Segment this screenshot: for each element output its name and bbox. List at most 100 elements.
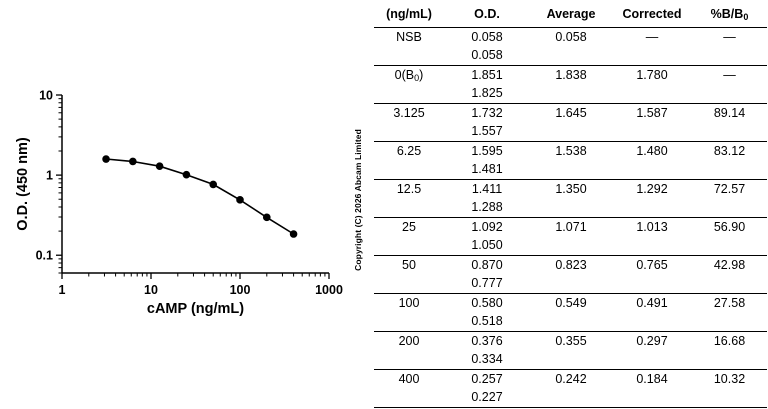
data-point — [129, 157, 137, 166]
cell-od: 1.411 1.288 — [444, 179, 530, 218]
header-od: O.D. — [444, 0, 530, 28]
od-replicate: 0.334 — [471, 352, 503, 366]
concentration-suffix: ) — [419, 68, 424, 82]
concentration-text: NSB — [396, 30, 422, 44]
table-row: 400 0.257 0.227 0.242 0.184 10.32 — [374, 369, 767, 408]
cell-average: 1.838 — [530, 65, 612, 104]
y-tick-label: 10 — [39, 89, 53, 103]
cell-corrected: 1.587 — [612, 103, 692, 142]
cell-average: 0.242 — [530, 369, 612, 408]
cell-concentration: NSB — [374, 27, 444, 66]
concentration-text: 50 — [402, 258, 416, 272]
cell-percent-b-b0: 42.98 — [692, 255, 767, 294]
header-percent-base: %B/B — [710, 6, 744, 21]
concentration-text: 100 — [398, 296, 420, 310]
table-row: 6.25 1.595 1.481 1.538 1.480 83.12 — [374, 141, 767, 180]
cell-concentration: 200 — [374, 331, 444, 370]
cell-percent-b-b0: — — [692, 65, 767, 104]
cell-concentration: 3.125 — [374, 103, 444, 142]
cell-average: 1.071 — [530, 217, 612, 256]
cell-corrected: 1.480 — [612, 141, 692, 180]
table-row: 12.5 1.411 1.288 1.350 1.292 72.57 — [374, 179, 767, 218]
od-replicate: 1.411 — [471, 182, 503, 196]
cell-average: 0.823 — [530, 255, 612, 294]
cell-average: 0.058 — [530, 27, 612, 66]
cell-od: 1.595 1.481 — [444, 141, 530, 180]
cell-od: 0.580 0.518 — [444, 293, 530, 332]
cell-percent-b-b0: 56.90 — [692, 217, 767, 256]
copyright-text: Copyright (C) 2026 Abcam Limited — [353, 129, 363, 271]
cell-concentration: 50 — [374, 255, 444, 294]
od-replicate: 1.092 — [471, 220, 503, 234]
table-row: 25 1.092 1.050 1.071 1.013 56.90 — [374, 217, 767, 256]
od-replicate: 1.732 — [471, 106, 503, 120]
cell-percent-b-b0: 83.12 — [692, 141, 767, 180]
od-replicate: 0.227 — [471, 390, 503, 404]
cell-average: 1.645 — [530, 103, 612, 142]
cell-od: 0.376 0.334 — [444, 331, 530, 370]
cell-od: 1.851 1.825 — [444, 65, 530, 104]
header-percent-sub: 0 — [743, 11, 749, 22]
od-replicate: 1.851 — [471, 68, 503, 82]
od-replicate: 0.376 — [471, 334, 503, 348]
cell-od: 1.092 1.050 — [444, 217, 530, 256]
data-point — [182, 170, 191, 179]
cell-od: 1.732 1.557 — [444, 103, 530, 142]
cell-concentration: 6.25 — [374, 141, 444, 180]
cell-percent-b-b0: 16.68 — [692, 331, 767, 370]
od-replicate: 1.050 — [471, 238, 503, 252]
cell-average: 0.355 — [530, 331, 612, 370]
header-average: Average — [530, 0, 612, 28]
cell-percent-b-b0: — — [692, 27, 767, 66]
table-row: NSB 0.058 0.058 0.058— — — [374, 27, 767, 66]
y-tick-label: 0.1 — [36, 249, 53, 263]
data-point — [155, 162, 164, 170]
od-replicate: 0.058 — [471, 48, 503, 62]
data-point — [289, 230, 298, 238]
cell-percent-b-b0: 10.32 — [692, 369, 767, 408]
cell-concentration: 100 — [374, 293, 444, 332]
cell-od: 0.058 0.058 — [444, 27, 530, 66]
concentration-text: 0(B — [394, 68, 415, 82]
od-replicate: 0.580 — [471, 296, 503, 310]
header-percent-b-b0: %B/B0 — [692, 0, 767, 28]
table-row: 0(B0) 1.851 1.825 1.838 1.780— — [374, 65, 767, 104]
concentration-text: 25 — [402, 220, 416, 234]
data-point — [262, 213, 271, 222]
table-row: 50 0.870 0.777 0.823 0.765 42.98 — [374, 255, 767, 294]
od-replicate: 0.257 — [471, 372, 503, 386]
cell-corrected: 0.184 — [612, 369, 692, 408]
cell-corrected: 1.292 — [612, 179, 692, 218]
od-replicate: 1.557 — [471, 124, 503, 138]
data-point — [236, 196, 244, 204]
concentration-text: 6.25 — [396, 144, 422, 158]
cell-od: 0.257 0.227 — [444, 369, 530, 408]
cell-corrected: — — [612, 27, 692, 66]
x-tick-label: 1 — [59, 283, 66, 297]
od-replicate: 0.058 — [471, 30, 503, 44]
cell-corrected: 0.491 — [612, 293, 692, 332]
od-replicate: 0.777 — [471, 276, 503, 290]
concentration-text: 400 — [398, 372, 420, 386]
cell-average: 1.350 — [530, 179, 612, 218]
cell-corrected: 1.013 — [612, 217, 692, 256]
concentration-text: 200 — [398, 334, 420, 348]
od-replicate: 0.518 — [471, 314, 503, 328]
data-table: (ng/mL) O.D. Average Corrected %B/B0 NSB… — [374, 0, 767, 408]
cell-percent-b-b0: 89.14 — [692, 103, 767, 142]
od-replicate: 1.481 — [471, 162, 503, 176]
od-replicate: 0.870 — [471, 258, 503, 272]
cell-concentration: 25 — [374, 217, 444, 256]
od-replicate: 1.595 — [471, 144, 503, 158]
od-replicate: 1.288 — [471, 200, 503, 214]
concentration-text: 12.5 — [396, 182, 422, 196]
cell-corrected: 0.765 — [612, 255, 692, 294]
cell-od: 0.870 0.777 — [444, 255, 530, 294]
table-header-row: (ng/mL) O.D. Average Corrected %B/B0 — [374, 0, 767, 28]
table-row: 100 0.580 0.518 0.549 0.491 27.58 — [374, 293, 767, 332]
cell-percent-b-b0: 27.58 — [692, 293, 767, 332]
cell-concentration: 0(B0) — [374, 65, 444, 104]
x-tick-label: 10 — [144, 283, 158, 297]
x-tick-label: 100 — [230, 283, 251, 297]
data-table-container: (ng/mL) O.D. Average Corrected %B/B0 NSB… — [374, 0, 767, 408]
